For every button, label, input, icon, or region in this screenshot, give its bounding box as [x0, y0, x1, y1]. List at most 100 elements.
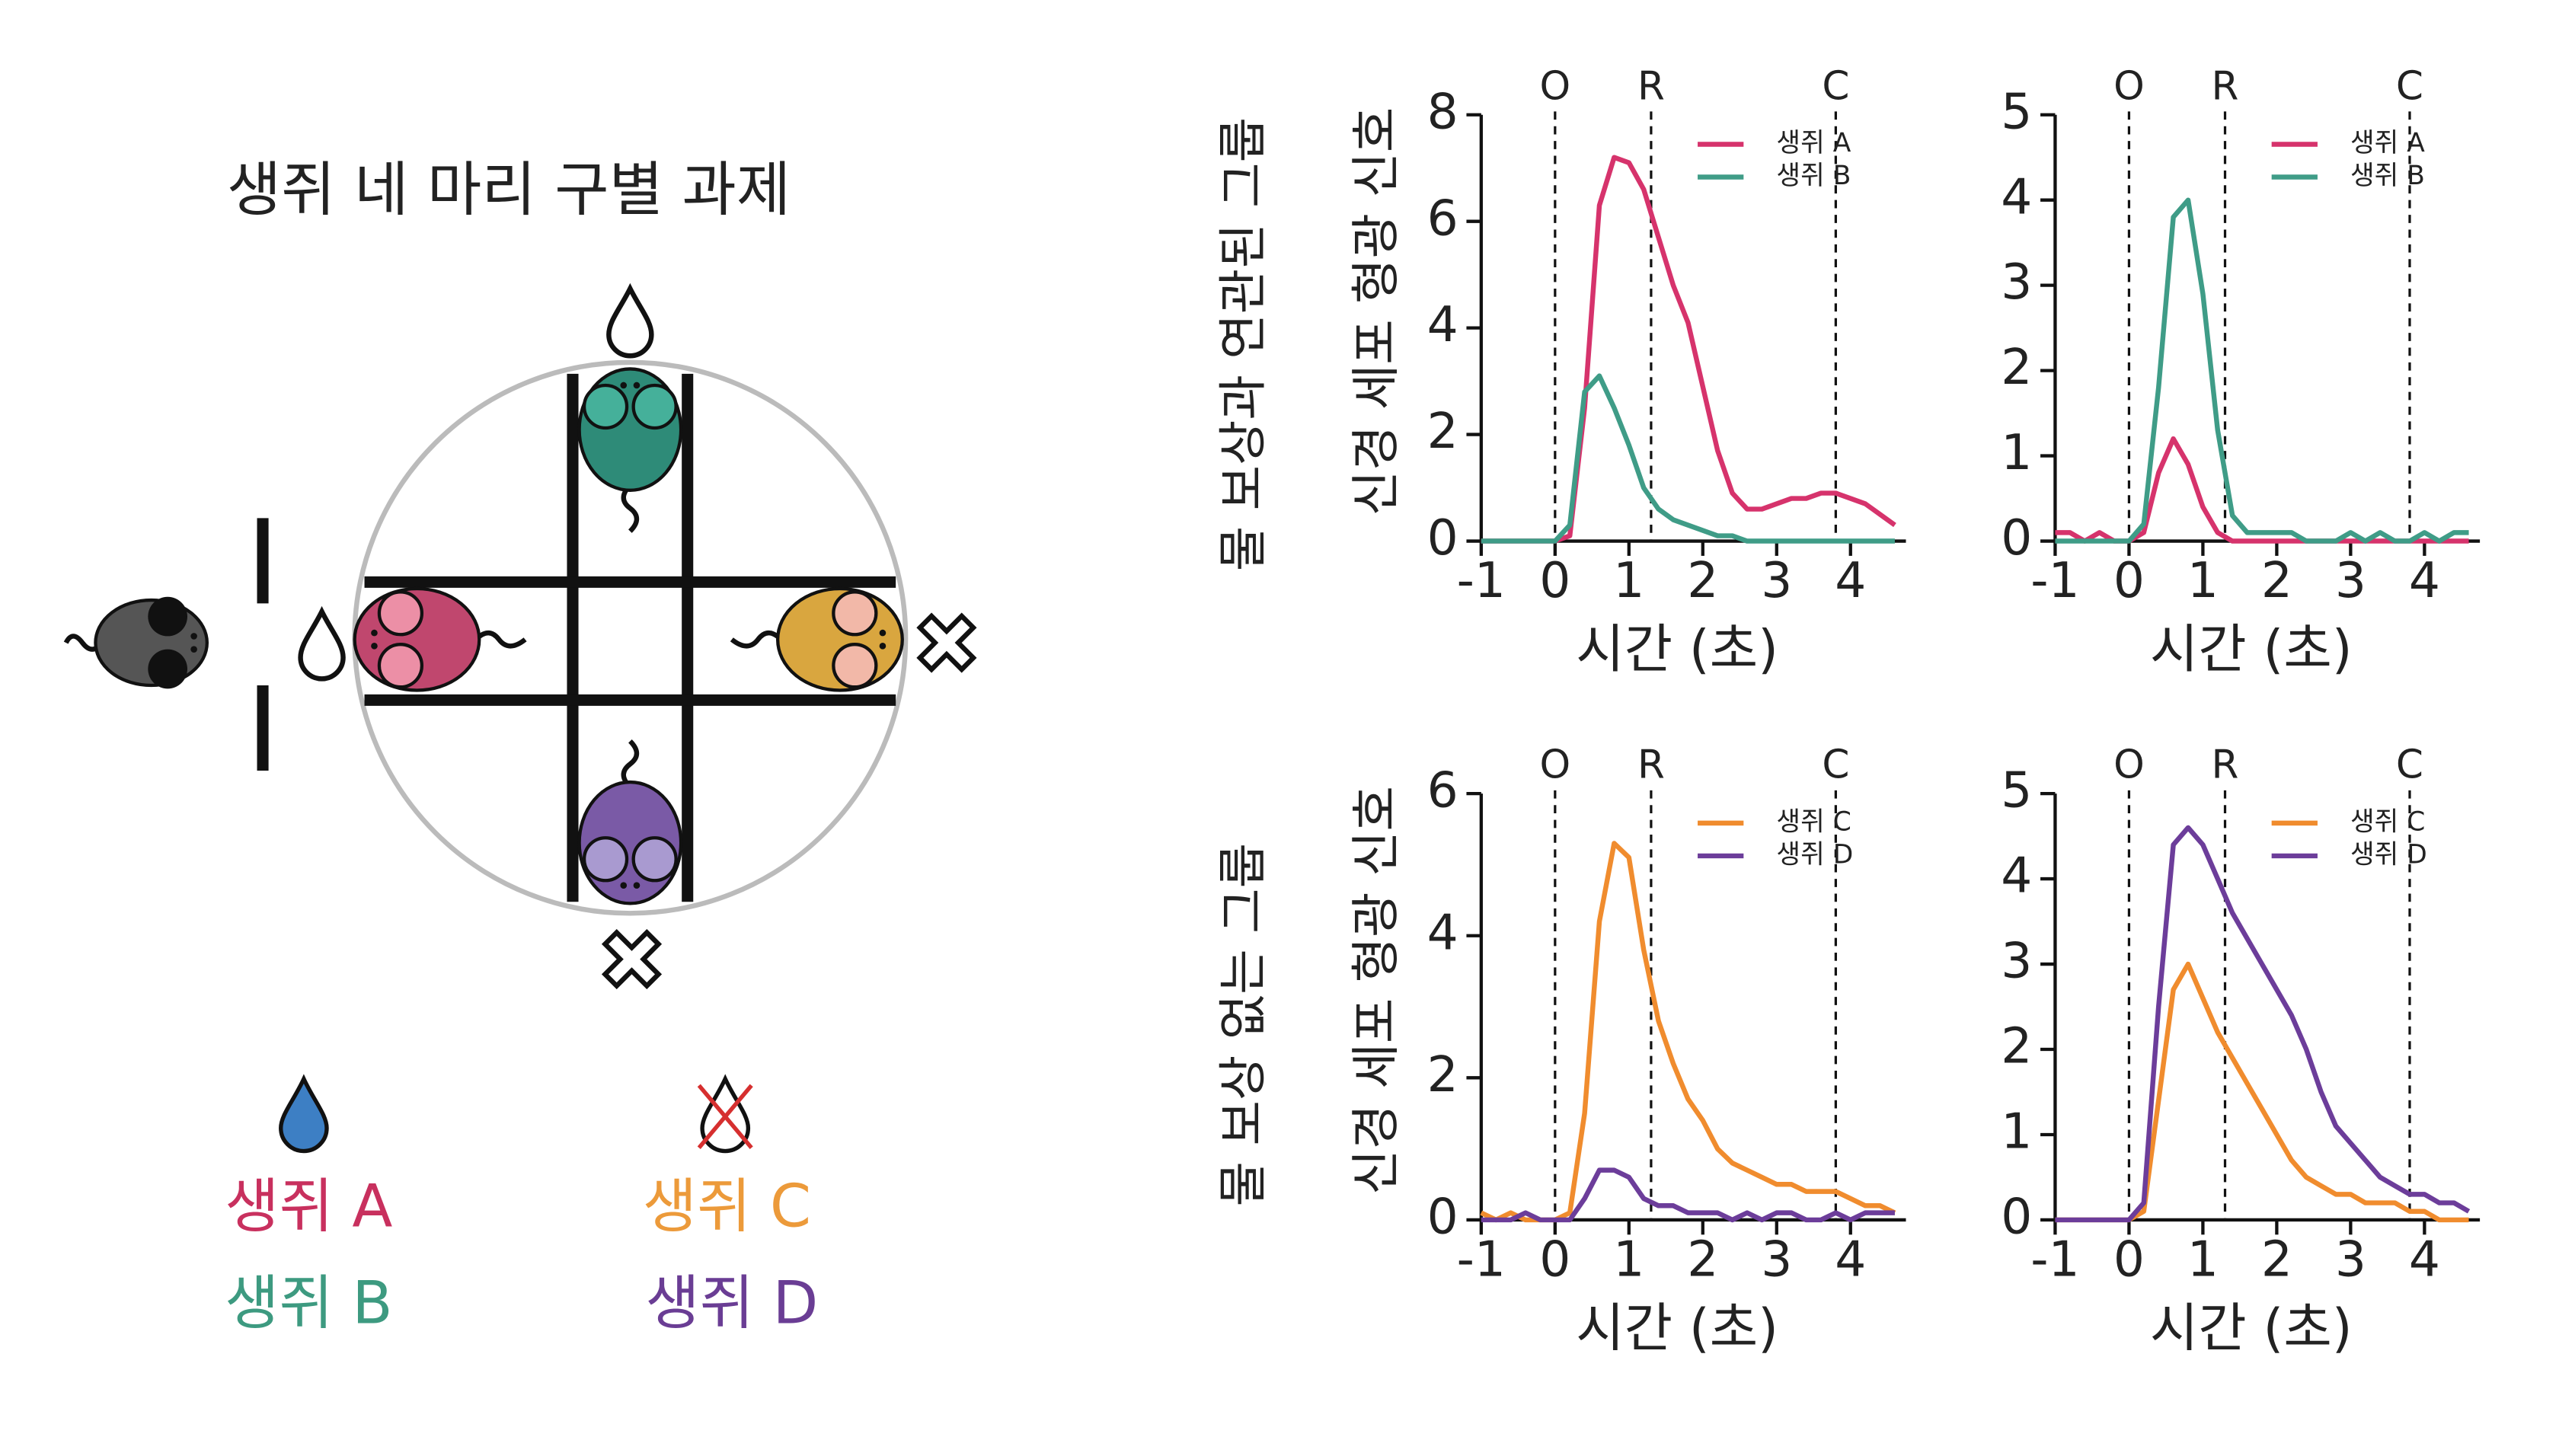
- x-tick-label: 1: [2187, 552, 2219, 609]
- mouse-right: [730, 586, 904, 692]
- legend-label: 생쥐 D: [645, 1269, 818, 1338]
- y-tick-label: 5: [2001, 762, 2032, 819]
- legend-label: 생쥐 B: [2350, 161, 2425, 191]
- x-tick-label: 2: [2261, 1231, 2292, 1288]
- x-tick-label: 0: [2113, 552, 2145, 609]
- water-icon: [279, 1074, 329, 1154]
- legend-label: 생쥐 A: [2350, 128, 2425, 158]
- x-tick-label: 3: [2335, 552, 2366, 609]
- x-tick-label: 1: [1613, 552, 1644, 609]
- y-tick-label: 0: [1427, 1189, 1458, 1246]
- x-axis-label: 시간 (초): [2150, 619, 2353, 680]
- legend-label: 생쥐 C: [1776, 806, 1851, 837]
- y-tick-label: 5: [2001, 83, 2032, 140]
- y-tick-label: 4: [2001, 168, 2032, 225]
- x-tick-label: 0: [1539, 1231, 1570, 1288]
- y-tick-label: 1: [2001, 424, 2032, 481]
- data-line: [2055, 436, 2469, 544]
- y-tick-label: 2: [2001, 339, 2032, 396]
- x-axis-label: 시간 (초): [1576, 1298, 1778, 1359]
- task-diagram: 생쥐 네 마리 구별 과제: [63, 156, 977, 1338]
- x-tick-label: 3: [1761, 552, 1792, 609]
- data-line: [2055, 197, 2469, 544]
- no-water-mark: [601, 929, 663, 990]
- x-tick-label: 4: [1835, 552, 1866, 609]
- x-tick-label: 4: [1835, 1231, 1866, 1288]
- mouse-top: [577, 367, 683, 533]
- x-tick-label: 2: [1687, 552, 1718, 609]
- y-tick-label: 3: [2001, 254, 2032, 311]
- y-tick-label: 3: [2001, 933, 2032, 990]
- no-water-icon: [697, 1074, 753, 1154]
- maze: [364, 373, 896, 902]
- event-label: O: [1539, 63, 1570, 109]
- y-tick-label: 4: [1427, 296, 1458, 353]
- x-tick-label: 3: [2335, 1231, 2366, 1288]
- y-tick-label: 2: [2001, 1018, 2032, 1075]
- legend-label: 생쥐 A: [225, 1173, 392, 1241]
- x-tick-label: 0: [2113, 1231, 2145, 1288]
- event-label: O: [2113, 742, 2145, 788]
- x-tick-label: -1: [1457, 1231, 1506, 1288]
- y-axis-label: 신경 세포 형광 신호: [1348, 786, 1405, 1195]
- event-label: O: [1539, 742, 1570, 788]
- x-tick-label: 1: [1613, 1231, 1644, 1288]
- event-label: C: [2396, 63, 2423, 109]
- event-label: C: [1822, 742, 1849, 788]
- y-tick-label: 0: [2001, 509, 2032, 567]
- event-label: C: [1822, 63, 1849, 109]
- x-tick-label: 2: [2261, 552, 2292, 609]
- x-tick-label: -1: [1457, 552, 1506, 609]
- x-tick-label: 4: [2409, 1231, 2440, 1288]
- y-tick-label: 2: [1427, 403, 1458, 460]
- legend-label: 생쥐 D: [1776, 839, 1853, 870]
- row-label: 물 보상과 연관된 그룹: [1216, 117, 1273, 571]
- mouse-left: [353, 586, 527, 692]
- y-tick-label: 4: [2001, 848, 2032, 905]
- x-tick-label: 4: [2409, 552, 2440, 609]
- y-tick-label: 6: [1427, 190, 1458, 247]
- legend-label: 생쥐 D: [2350, 839, 2427, 870]
- row-label: 물 보상 없는 그룹: [1216, 843, 1273, 1206]
- x-axis-label: 시간 (초): [1576, 619, 1778, 680]
- mouse-bottom: [577, 739, 683, 905]
- y-tick-label: 0: [2001, 1189, 2032, 1246]
- event-label: O: [2113, 63, 2145, 109]
- legend-label: 생쥐 C: [643, 1173, 811, 1241]
- legend-label: 생쥐 A: [1776, 128, 1851, 158]
- x-tick-label: 0: [1539, 552, 1570, 609]
- x-tick-label: 1: [2187, 1231, 2219, 1288]
- y-tick-label: 8: [1427, 83, 1458, 140]
- event-label: R: [1637, 63, 1665, 109]
- diagram-title: 생쥐 네 마리 구별 과제: [227, 156, 791, 225]
- x-axis-label: 시간 (초): [2150, 1298, 2353, 1359]
- mouse-outside: [63, 596, 209, 689]
- legend-label: 생쥐 C: [2350, 806, 2425, 837]
- y-tick-label: 6: [1427, 762, 1458, 819]
- y-axis-label: 신경 세포 형광 신호: [1348, 107, 1405, 516]
- y-tick-label: 2: [1427, 1046, 1458, 1103]
- data-line: [2055, 961, 2469, 1223]
- water-drop: [298, 605, 346, 682]
- no-water-mark: [916, 612, 977, 673]
- x-tick-label: 3: [1761, 1231, 1792, 1288]
- data-line: [2055, 825, 2471, 1223]
- x-tick-label: -1: [2030, 552, 2079, 609]
- event-label: C: [2396, 742, 2423, 788]
- x-tick-label: 2: [1687, 1231, 1718, 1288]
- y-tick-label: 1: [2001, 1103, 2032, 1161]
- legend-label: 생쥐 B: [1776, 161, 1851, 191]
- legend-label: 생쥐 B: [225, 1269, 392, 1338]
- data-line: [1480, 841, 1896, 1223]
- data-line: [1481, 373, 1895, 544]
- event-label: R: [1637, 742, 1665, 788]
- event-label: R: [2212, 63, 2239, 109]
- x-tick-label: -1: [2030, 1231, 2079, 1288]
- y-tick-label: 4: [1427, 904, 1458, 961]
- data-line: [1481, 1167, 1895, 1223]
